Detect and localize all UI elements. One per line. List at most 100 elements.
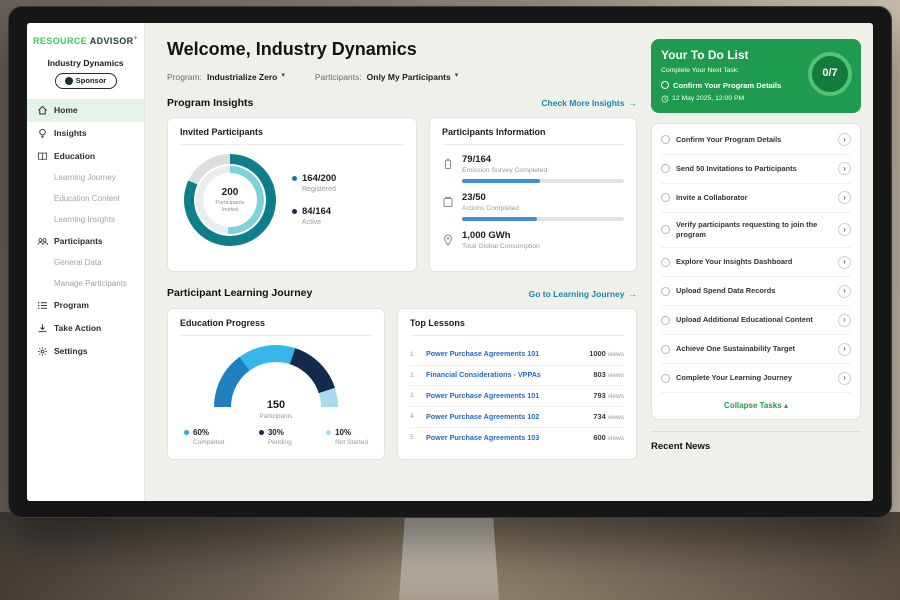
program-filter-label: Program: (167, 71, 202, 82)
lesson-title-link[interactable]: Power Purchase Agreements 103 (426, 432, 540, 442)
task-checkbox[interactable] (661, 135, 670, 145)
logo-plus: + (133, 35, 139, 42)
task-row[interactable]: Achieve One Sustainability Target › (661, 335, 851, 365)
task-checkbox[interactable] (661, 315, 670, 325)
task-row[interactable]: Explore Your Insights Dashboard › (661, 248, 851, 278)
go-to-learning-journey-link[interactable]: Go to Learning Journey → (528, 288, 637, 299)
main-content: Welcome, Industry Dynamics Program: Indu… (145, 23, 651, 501)
monitor-bezel: RESOURCE ADVISOR+ Industry Dynamics Spon… (8, 6, 892, 518)
chevron-right-icon[interactable]: › (838, 342, 851, 356)
sidebar-item-label: Education (54, 151, 96, 162)
task-row[interactable]: Invite a Collaborator › (661, 184, 851, 213)
sidebar-item-learning-journey[interactable]: Learning Journey (54, 173, 116, 183)
chevron-right-icon[interactable]: › (838, 255, 851, 269)
task-checkbox[interactable] (661, 81, 669, 90)
lesson-title-link[interactable]: Power Purchase Agreements 101 (426, 391, 540, 401)
sidebar-item-education-content[interactable]: Education Content (54, 194, 120, 204)
app-logo: RESOURCE ADVISOR+ (27, 35, 144, 47)
education-card-title: Education Progress (180, 318, 372, 336)
people-icon (37, 236, 48, 247)
task-checkbox[interactable] (661, 193, 670, 203)
task-list-card: Confirm Your Program Details › Send 50 I… (651, 122, 861, 420)
clock-icon (661, 95, 669, 103)
legend-completed: 60% Completed (184, 428, 224, 447)
collapse-tasks-link[interactable]: Collapse Tasks ▴ (724, 401, 788, 411)
program-filter: Program: Industrialize Zero ▾ (167, 72, 285, 82)
screen: RESOURCE ADVISOR+ Industry Dynamics Spon… (27, 23, 873, 501)
logo-text-resource: RESOURCE (32, 36, 88, 46)
sidebar-item-insights[interactable]: Insights (27, 122, 144, 145)
chevron-up-icon: ▴ (783, 401, 788, 411)
chevron-right-icon[interactable]: › (838, 191, 851, 205)
pending-dot (258, 430, 264, 435)
lesson-title-link[interactable]: Power Purchase Agreements 102 (426, 411, 540, 421)
task-row[interactable]: Upload Spend Data Records › (661, 277, 851, 307)
task-row[interactable]: Send 50 Invitations to Participants › (661, 155, 851, 184)
sidebar-item-label: Insights (54, 128, 87, 139)
chevron-right-icon[interactable]: › (838, 313, 851, 327)
sidebar-item-learning-insights[interactable]: Learning Insights (54, 214, 115, 224)
chevron-down-icon: ▾ (454, 72, 459, 80)
sponsor-badge[interactable]: Sponsor (54, 72, 117, 89)
chevron-right-icon[interactable]: › (838, 162, 851, 176)
todo-due: 12 May 2025, 12:00 PM (661, 95, 851, 103)
filter-bar: Program: Industrialize Zero ▾ Participan… (167, 72, 637, 82)
chevron-right-icon[interactable]: › (838, 284, 851, 298)
todo-next-task[interactable]: Confirm Your Program Details (661, 81, 801, 90)
sidebar-nav: Home Insights Education Learning Journey… (27, 98, 144, 363)
recent-news-title: Recent News (651, 430, 861, 452)
chevron-right-icon[interactable]: › (838, 133, 851, 147)
emission-progress-bar (462, 179, 624, 184)
task-checkbox[interactable] (661, 257, 670, 267)
education-legend: 60% Completed 30% Pending 10% Not Starte… (180, 428, 372, 447)
participants-filter-value: Only My Participants (366, 71, 451, 82)
gauge-center: 150 Participants (259, 398, 293, 421)
sidebar-item-home[interactable]: Home (27, 98, 144, 122)
invited-card-title: Invited Participants (180, 127, 404, 146)
sidebar-item-settings[interactable]: Settings (27, 340, 144, 363)
chevron-right-icon[interactable]: › (838, 371, 851, 385)
list-icon (37, 300, 48, 311)
program-filter-dropdown[interactable]: Industrialize Zero ▾ (207, 72, 285, 82)
task-checkbox[interactable] (661, 344, 670, 354)
legend-active: 84/164 Active (292, 206, 336, 227)
invited-donut-inner: 200 Participants Invited (196, 166, 264, 235)
sponsor-icon (64, 76, 73, 85)
sidebar-item-general-data[interactable]: General Data (54, 258, 102, 268)
sidebar-item-manage-participants[interactable]: Manage Participants (54, 278, 127, 288)
lightbulb-icon (37, 128, 48, 139)
lesson-title-link[interactable]: Power Purchase Agreements 101 (426, 349, 540, 359)
participants-filter-label: Participants: (314, 71, 362, 82)
program-filter-value: Industrialize Zero (206, 71, 278, 82)
chevron-down-icon: ▾ (281, 72, 285, 80)
active-dot (292, 209, 297, 215)
sidebar-item-take-action[interactable]: Take Action (27, 317, 144, 340)
task-checkbox[interactable] (661, 286, 670, 296)
lesson-row: 4 Power Purchase Agreements 102 734 views (410, 407, 624, 429)
sidebar-item-participants[interactable]: Participants (27, 230, 144, 253)
task-row[interactable]: Verify participants requesting to join t… (661, 213, 851, 249)
chevron-right-icon[interactable]: › (838, 223, 851, 237)
task-checkbox[interactable] (661, 373, 670, 383)
task-row[interactable]: Complete Your Learning Journey › (661, 364, 851, 394)
sidebar-item-education[interactable]: Education (27, 145, 144, 168)
sidebar-item-label: Participants (54, 236, 103, 247)
pin-icon (442, 232, 454, 247)
check-more-insights-link[interactable]: Check More Insights → (541, 97, 637, 108)
task-row[interactable]: Upload Additional Educational Content › (661, 306, 851, 336)
task-checkbox[interactable] (661, 225, 670, 235)
gear-icon (37, 346, 48, 357)
task-row[interactable]: Confirm Your Program Details › (661, 126, 851, 155)
task-checkbox[interactable] (661, 164, 670, 174)
clipboard-icon (442, 194, 454, 208)
sidebar-item-program[interactable]: Program (27, 294, 144, 317)
download-icon (37, 323, 48, 334)
lesson-title-link[interactable]: Financial Considerations - VPPAs (426, 370, 541, 380)
emission-survey-stat: 79/164 Emission Survey Completed (442, 154, 624, 184)
todo-title: Your To Do List (661, 48, 749, 62)
participants-filter-dropdown[interactable]: Only My Participants ▾ (367, 72, 459, 82)
sponsor-badge-label: Sponsor (75, 76, 107, 86)
info-card-title: Participants Information (442, 127, 624, 146)
sidebar: RESOURCE ADVISOR+ Industry Dynamics Spon… (27, 23, 145, 501)
participants-information-card: Participants Information 79/164 Emission… (429, 117, 637, 273)
